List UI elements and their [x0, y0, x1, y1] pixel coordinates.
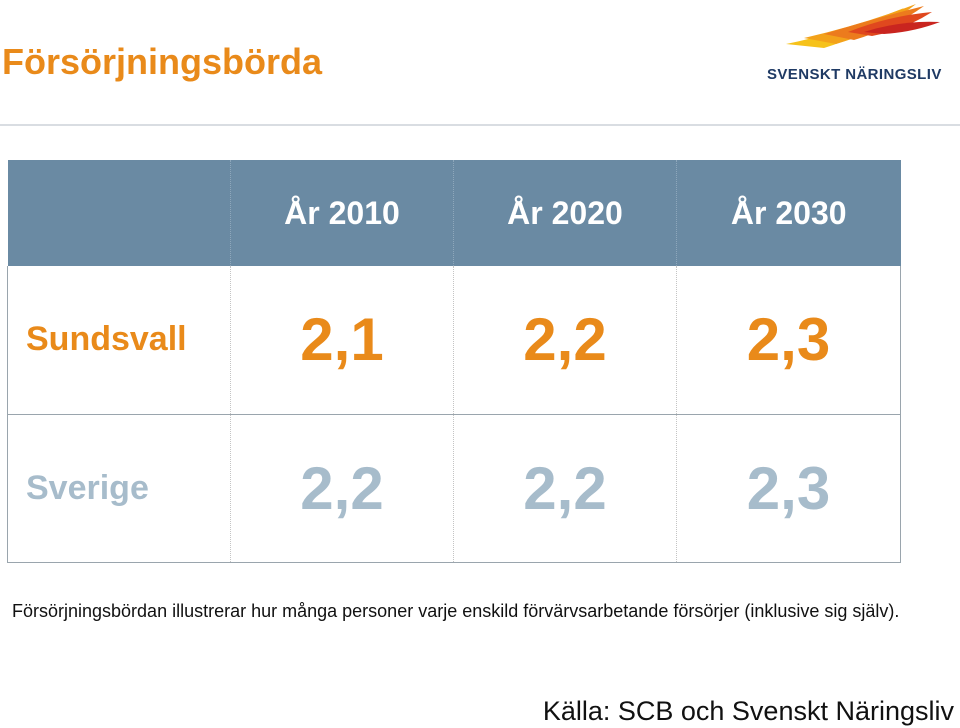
column-header-2010: År 2010 — [230, 160, 454, 266]
explanation-note: Försörjningsbördan illustrerar hur många… — [12, 601, 900, 621]
table-row-sverige: Sverige 2,2 2,2 2,3 — [7, 414, 901, 563]
value-sundsvall-2030: 2,3 — [676, 266, 901, 415]
svenskt-naringsliv-logo — [786, 4, 940, 48]
row-label-sundsvall: Sundsvall — [7, 266, 231, 415]
table-header-row: År 2010 År 2020 År 2030 — [7, 160, 901, 266]
header-divider — [0, 124, 960, 126]
row-label-sverige: Sverige — [7, 414, 231, 563]
value-sverige-2020: 2,2 — [453, 414, 677, 563]
column-header-2030: År 2030 — [676, 160, 901, 266]
value-sverige-2030: 2,3 — [676, 414, 901, 563]
table-row-sundsvall: Sundsvall 2,1 2,2 2,3 — [7, 266, 901, 415]
page-title: Försörjningsbörda — [2, 41, 323, 82]
wing-icon — [786, 4, 940, 48]
corner-cell — [8, 160, 231, 266]
value-sundsvall-2020: 2,2 — [453, 266, 677, 415]
burden-table: År 2010 År 2020 År 2030 Sundsvall 2,1 2,… — [7, 160, 901, 563]
value-sundsvall-2010: 2,1 — [230, 266, 454, 415]
column-header-2020: År 2020 — [453, 160, 677, 266]
source-citation: Källa: SCB och Svenskt Näringsliv — [542, 696, 954, 726]
value-sverige-2010: 2,2 — [230, 414, 454, 563]
logo-wordmark: SVENSKT NÄRINGSLIV — [767, 66, 942, 83]
